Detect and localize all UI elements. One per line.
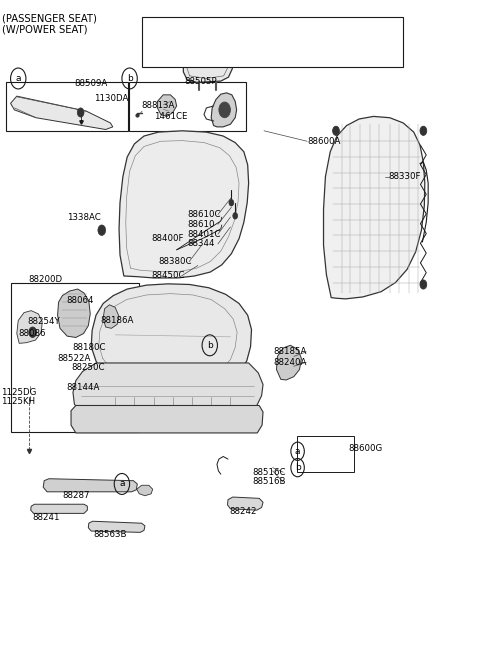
Text: CUSHION ASSY: CUSHION ASSY <box>324 49 398 60</box>
Text: 1130DA: 1130DA <box>94 94 128 103</box>
Polygon shape <box>183 44 232 82</box>
Text: b: b <box>207 341 213 350</box>
Text: 88380C: 88380C <box>158 257 192 266</box>
Circle shape <box>31 330 35 335</box>
Text: 88254Y: 88254Y <box>28 317 60 326</box>
Text: 88509A: 88509A <box>74 79 108 88</box>
Text: 88344: 88344 <box>187 239 215 249</box>
Circle shape <box>219 102 230 118</box>
Text: 88516C: 88516C <box>252 468 286 477</box>
Text: 88200D: 88200D <box>29 275 63 284</box>
Polygon shape <box>157 95 177 116</box>
Text: 88330F: 88330F <box>389 172 421 181</box>
Text: 88505P: 88505P <box>185 77 217 86</box>
Text: (W/POWER SEAT): (W/POWER SEAT) <box>2 25 88 35</box>
Text: 88240A: 88240A <box>274 358 307 367</box>
Text: 88241: 88241 <box>33 513 60 523</box>
Polygon shape <box>119 131 249 278</box>
Polygon shape <box>71 405 263 433</box>
Text: 1125DG: 1125DG <box>1 388 36 397</box>
Text: 88600A: 88600A <box>307 137 341 146</box>
Text: 88180C: 88180C <box>72 343 106 353</box>
Text: b: b <box>127 74 132 83</box>
Polygon shape <box>11 96 113 129</box>
Circle shape <box>420 126 427 135</box>
Circle shape <box>420 280 427 289</box>
Polygon shape <box>276 345 301 380</box>
Circle shape <box>233 213 238 219</box>
Polygon shape <box>91 284 252 391</box>
Text: b: b <box>295 463 300 472</box>
Text: 88401C: 88401C <box>187 230 221 239</box>
Circle shape <box>333 126 339 135</box>
Text: 1125KH: 1125KH <box>1 397 35 406</box>
Bar <box>6 82 128 131</box>
Polygon shape <box>58 289 90 337</box>
Polygon shape <box>228 497 263 510</box>
Text: 88563B: 88563B <box>94 530 127 539</box>
Text: 88185A: 88185A <box>274 347 307 356</box>
Text: 88610: 88610 <box>187 220 215 229</box>
Text: a: a <box>119 479 125 489</box>
Polygon shape <box>73 363 263 412</box>
Text: 20061206~: 20061206~ <box>161 49 218 60</box>
Circle shape <box>29 327 36 337</box>
Bar <box>11 283 139 432</box>
Circle shape <box>77 108 84 117</box>
Text: 88610C: 88610C <box>187 210 221 219</box>
Text: 88516B: 88516B <box>252 477 286 487</box>
Polygon shape <box>103 305 119 328</box>
Text: 88186A: 88186A <box>101 316 134 325</box>
Text: 88242: 88242 <box>229 507 257 516</box>
Polygon shape <box>17 311 42 343</box>
Text: ASSY: ASSY <box>349 24 373 35</box>
Text: a: a <box>15 74 21 83</box>
Text: 88600G: 88600G <box>348 444 383 453</box>
Polygon shape <box>137 485 153 496</box>
Polygon shape <box>324 116 425 299</box>
Bar <box>129 82 246 131</box>
Polygon shape <box>88 521 145 532</box>
Text: 88522A: 88522A <box>58 354 91 363</box>
Bar <box>297 436 354 472</box>
Text: 88086: 88086 <box>18 329 46 338</box>
Polygon shape <box>211 93 237 127</box>
Polygon shape <box>31 504 87 513</box>
Text: 88400F: 88400F <box>151 234 184 243</box>
Text: 88250C: 88250C <box>71 363 105 372</box>
Bar <box>142 17 403 67</box>
Text: WCS: WCS <box>267 49 289 60</box>
Polygon shape <box>43 479 137 492</box>
Text: 88287: 88287 <box>62 491 90 500</box>
Text: 88064: 88064 <box>66 296 94 305</box>
Text: 88144A: 88144A <box>66 383 100 392</box>
Text: 1461CE: 1461CE <box>154 112 187 121</box>
Text: SENSOR TYPE: SENSOR TYPE <box>245 24 312 35</box>
Text: Period: Period <box>174 24 205 35</box>
Text: 88813A: 88813A <box>142 101 175 111</box>
Text: 88450C: 88450C <box>151 271 185 281</box>
Text: 1338AC: 1338AC <box>67 213 101 222</box>
Circle shape <box>229 199 234 206</box>
Circle shape <box>98 225 106 235</box>
Text: a: a <box>295 447 300 456</box>
Text: (PASSENGER SEAT): (PASSENGER SEAT) <box>2 13 97 23</box>
